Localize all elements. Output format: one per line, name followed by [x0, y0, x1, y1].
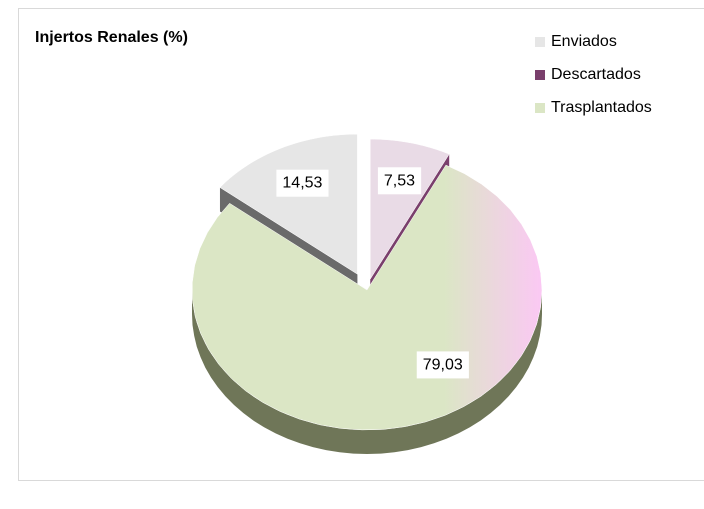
pie-slice: [219, 133, 358, 275]
data-label-box: [377, 167, 422, 195]
legend-label: Trasplantados: [551, 99, 652, 116]
data-label: 7,53: [384, 172, 415, 189]
data-label: 79,03: [423, 356, 463, 373]
data-label-box: [416, 351, 469, 379]
slice-side: [192, 290, 542, 454]
legend-swatch: [535, 37, 545, 47]
data-label-box: [276, 169, 329, 197]
legend-swatch: [535, 70, 545, 80]
legend-label: Descartados: [551, 66, 641, 83]
legend-swatch: [535, 103, 545, 113]
chart-title: Injertos Renales (%): [35, 29, 188, 46]
legend-label: Enviados: [551, 33, 617, 50]
data-label: 14,53: [282, 175, 322, 192]
